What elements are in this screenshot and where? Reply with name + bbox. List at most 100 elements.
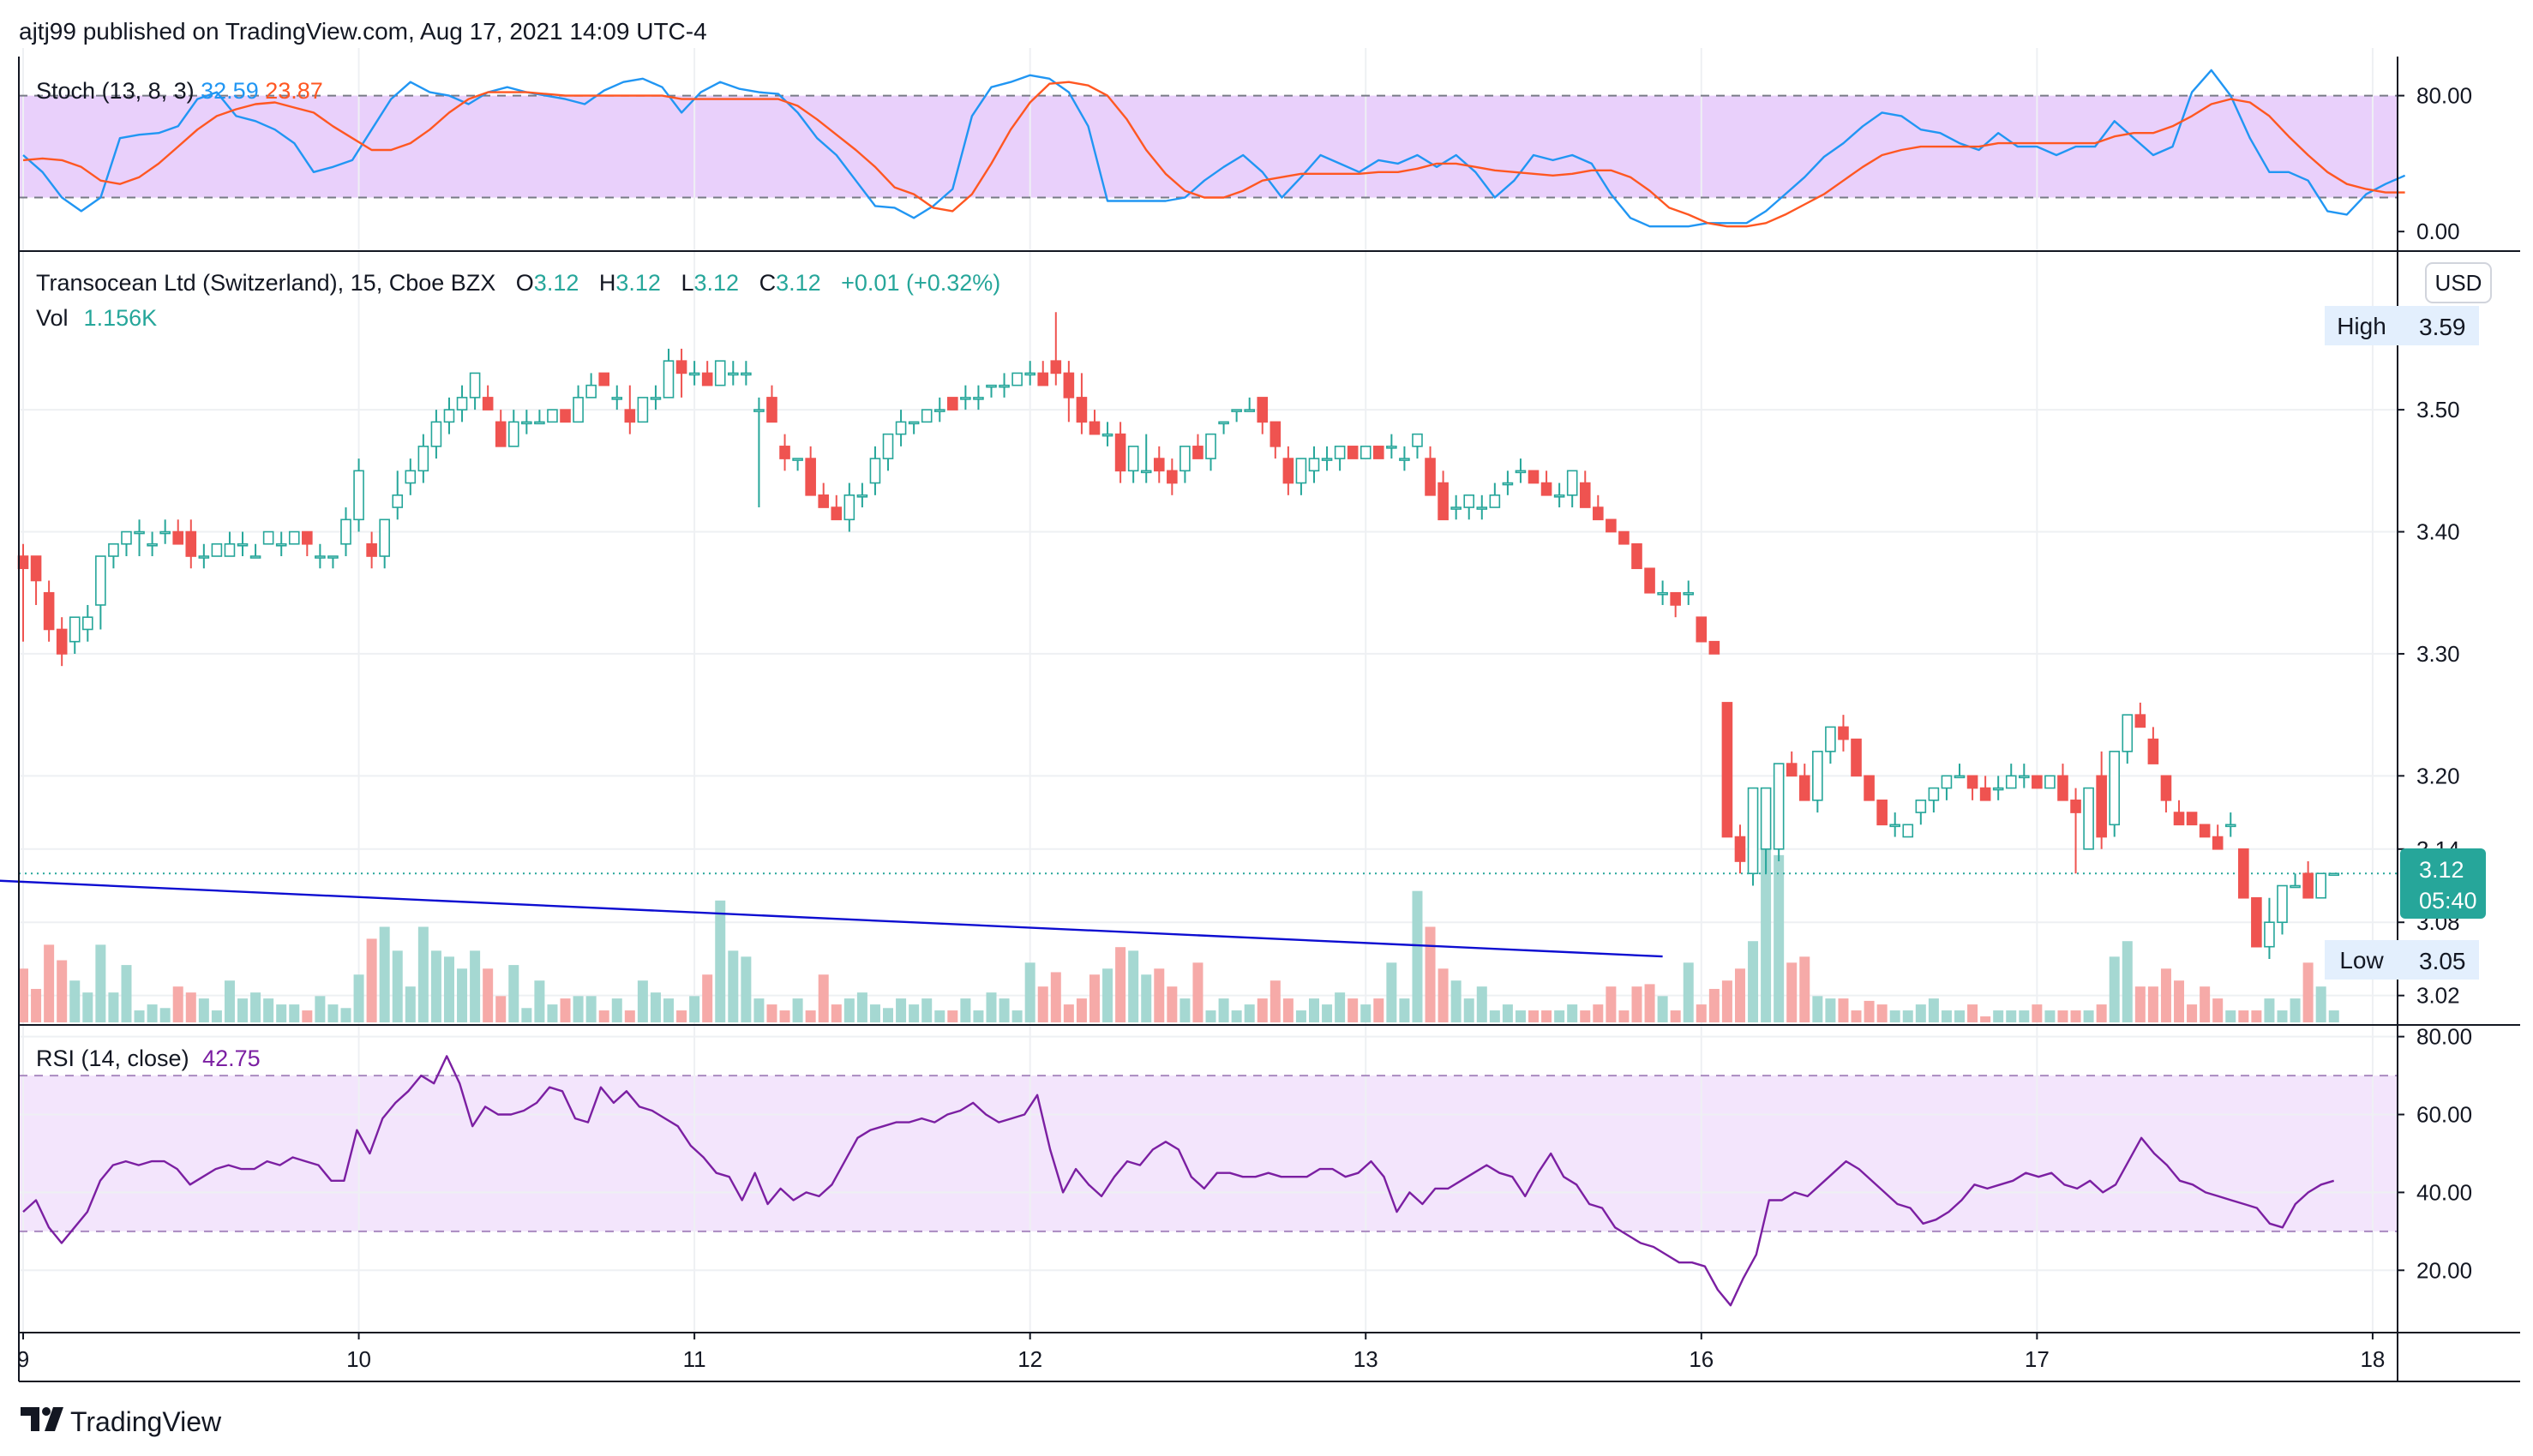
candle-body [1683,591,1695,596]
volume-bar [1708,988,1720,1022]
candle-body [17,555,29,570]
volume-bar [1476,986,1487,1022]
rsi-legend[interactable]: RSI (14, close) 42.75 [36,1046,261,1071]
volume-bar [947,1010,958,1022]
volume-bar [1980,1016,1991,1022]
candle-body [521,421,532,425]
candle-body [1502,482,1514,486]
candle-body [818,494,830,508]
candle [921,409,933,423]
volume-bar [1838,998,1849,1022]
candle-body [1037,372,1049,386]
stoch-lines[interactable] [22,69,2406,228]
volume-bar [1657,996,1668,1022]
candle [1114,422,1126,483]
candle [573,385,584,423]
svg-text:Stoch (13, 8, 3) 32.59 23.87: Stoch (13, 8, 3) 32.59 23.87 [36,78,323,104]
trendline[interactable] [0,872,2398,958]
candle-body [805,458,816,496]
volume-bar [792,998,803,1022]
candle [1734,824,1746,874]
candle [95,555,106,630]
candle [2186,812,2198,826]
candle [30,555,42,605]
volume-bar [2057,1010,2068,1022]
candle [2328,872,2340,877]
volume-bar [779,1010,790,1022]
stoch-legend[interactable]: Stoch (13, 8, 3) 32.59 23.87 [36,78,323,104]
volume-bar [1450,980,1462,1022]
volume-bar [289,1004,300,1022]
candle [843,482,855,532]
candle-body [1657,591,1668,596]
volume-bar [1154,968,1165,1022]
candle [1425,446,1436,496]
candle-body [1593,506,1604,521]
candle-body [831,506,843,521]
candle-body [1295,458,1307,484]
trendline-segment [0,879,1663,958]
candle-body [741,372,752,376]
candle [2160,775,2172,813]
candle-body [147,542,158,547]
volume-bar [108,992,119,1022]
candle-body [1773,763,1785,850]
volume-bar [1373,998,1384,1022]
candle-body [211,542,223,557]
volume-bar [2328,1010,2339,1022]
candle [1463,494,1475,520]
volume-bar [1115,947,1126,1022]
candle [1644,567,1655,594]
volume-bar [1348,998,1359,1022]
volume-bar [573,996,584,1022]
change-value: +0.01 (+0.32%) [841,270,1000,296]
low-marker: Low 3.05 [2325,940,2479,980]
open-value: 3.12 [534,270,579,296]
candle [2109,751,2121,837]
x-tick-label: 11 [683,1346,706,1372]
volume-bar [2122,941,2133,1022]
volume-bar [1954,1010,1965,1022]
price-legend[interactable]: Transocean Ltd (Switzerland), 15, Cboe B… [36,270,1000,331]
symbol-title: Transocean Ltd (Switzerland), 15, Cboe B… [36,270,495,296]
candle-body [1257,397,1269,423]
candle-body [560,409,571,423]
candle [999,373,1010,398]
rsi-line[interactable] [22,1055,2335,1307]
volume-bar [121,965,132,1022]
volume-bar [598,1010,609,1022]
volume-bar [224,980,235,1022]
stoch-label: Stoch [36,78,95,104]
candle [469,372,481,410]
rsi-label: RSI (14, close) [36,1046,189,1071]
candle [262,530,274,545]
candle [1502,470,1514,495]
candle [973,385,984,410]
candle [1450,494,1462,520]
candle [495,410,507,447]
candle [302,530,313,557]
candle [1540,470,1552,496]
volume-bar [1425,926,1436,1022]
candlestick-series[interactable] [17,312,2340,959]
candle [1140,434,1152,483]
volume-bar [1889,1010,1900,1022]
candle-body [1476,506,1488,510]
candle [172,519,184,545]
volume-bar [198,998,209,1022]
volume-bar [856,992,867,1022]
candle [1928,787,1940,813]
volume-bar [1748,941,1759,1022]
candle [2134,702,2146,728]
candle-body [172,530,184,545]
candle-body [960,397,971,400]
currency-badge[interactable]: USD [2425,262,2492,303]
candle [1179,446,1191,483]
candle-body [82,616,93,631]
candle-body [302,530,313,545]
candle [405,458,417,495]
volume-bars[interactable] [18,830,2339,1022]
candle [2096,751,2107,849]
tradingview-logo[interactable]: TradingView [21,1406,222,1437]
candle [2224,812,2236,837]
